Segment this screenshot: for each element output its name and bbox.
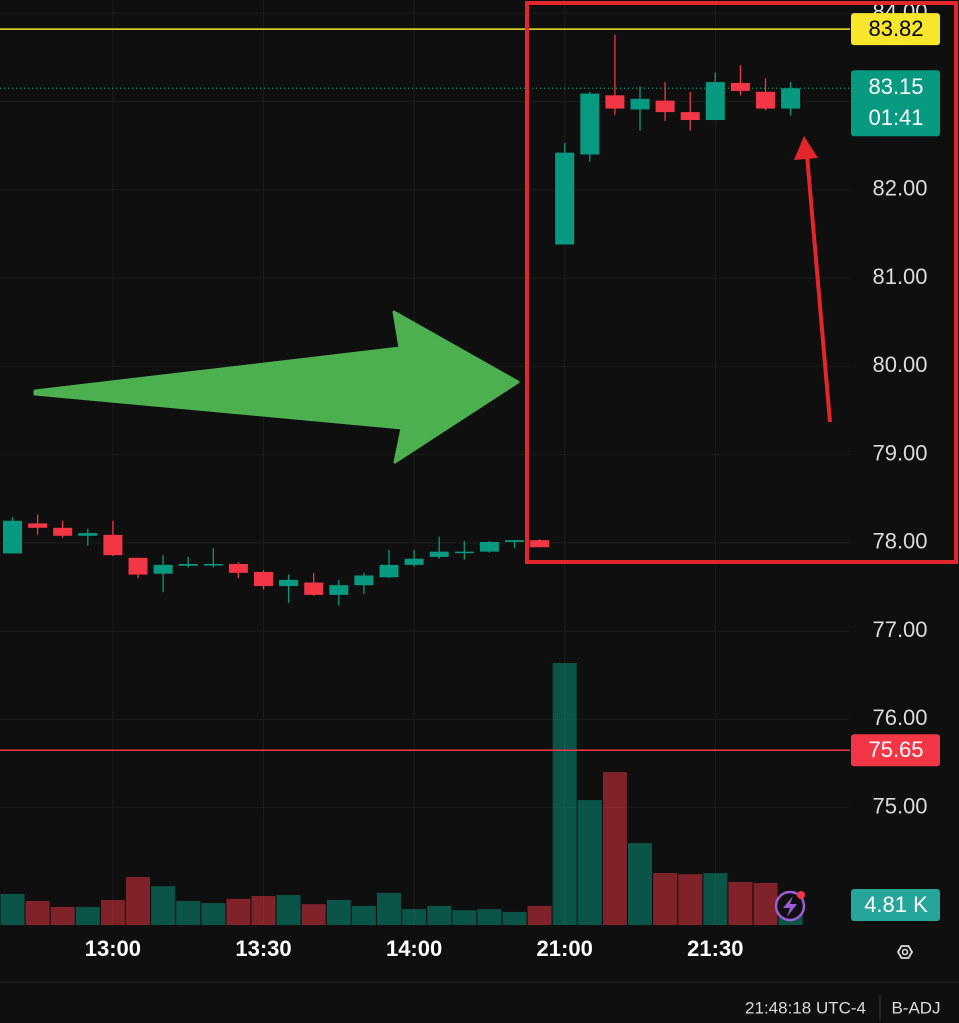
volume-bar [527, 905, 552, 925]
candle-body [730, 82, 750, 91]
candle-body [178, 564, 198, 566]
volume-bar [226, 898, 251, 925]
volume-tag [851, 889, 940, 922]
volume-bar [100, 899, 125, 925]
last-price-tag [851, 70, 940, 137]
candle-body [705, 82, 725, 121]
volume-bar [728, 881, 753, 925]
candle-body [304, 582, 324, 595]
x-tick-label: 21:00 [537, 936, 593, 961]
y-tick-label: 79.00 [872, 440, 927, 465]
volume-bar [502, 911, 527, 925]
status-adjustment[interactable]: B-ADJ [891, 998, 940, 1017]
settings-icon[interactable] [896, 945, 914, 959]
candle-body [103, 534, 123, 556]
candle-body [279, 579, 299, 587]
price-tag-label: 83.82 [868, 16, 923, 41]
volume-bar [75, 906, 100, 925]
volume-bar [176, 900, 201, 925]
candle-body [28, 523, 48, 528]
highlight-box [525, 1, 958, 564]
y-tick-label: 80.00 [872, 352, 927, 377]
alert-icon[interactable] [774, 890, 806, 922]
countdown-label: 01:41 [868, 105, 923, 130]
candle-body [78, 533, 98, 536]
volume-bar [126, 876, 150, 925]
x-tick-label: 13:30 [235, 936, 291, 961]
candle-body [404, 558, 424, 565]
y-tick-label: 75.00 [872, 793, 927, 818]
candle-body [53, 527, 73, 536]
candle-body [354, 575, 374, 586]
candle-body [429, 551, 449, 557]
volume-bar [201, 903, 226, 925]
volume-bar [602, 772, 627, 925]
y-tick-label: 77.00 [872, 617, 927, 642]
candle-body [580, 93, 600, 155]
candle-body [3, 520, 22, 554]
candle-body [530, 540, 550, 548]
red-arrow-head [794, 136, 818, 160]
candle-body [756, 91, 775, 109]
green-arrow [33, 310, 520, 464]
volume-bar [753, 882, 778, 925]
volume-bar [251, 896, 276, 925]
red-arrow-shaft [805, 154, 832, 423]
y-tick-label: 76.00 [872, 705, 927, 730]
candle-body [630, 98, 650, 110]
volume-bar [25, 900, 50, 925]
volume-bar [427, 905, 452, 925]
volume-bar [577, 800, 602, 925]
candle-body [605, 95, 625, 109]
volume-bar [301, 904, 326, 925]
candle-body [228, 564, 248, 573]
volume-bar [351, 905, 376, 925]
volume-bar [678, 874, 703, 925]
candle-body [655, 100, 675, 113]
y-tick-label: 82.00 [872, 176, 927, 201]
candle-body [153, 564, 173, 574]
volume-bar [452, 910, 477, 925]
volume-tag-label: 4.81 K [864, 892, 928, 917]
y-tick-label: 78.00 [872, 529, 927, 554]
candle-body [555, 152, 575, 245]
price-tag [851, 13, 940, 46]
volume-bar [402, 909, 427, 925]
x-tick-label: 14:00 [386, 936, 442, 961]
price-tag [851, 734, 940, 767]
candle-body [781, 88, 801, 109]
volume-bar [326, 899, 351, 925]
volume-bar [653, 873, 678, 925]
candle-body [680, 112, 700, 121]
volume-bar [151, 886, 176, 925]
volume-bar [552, 663, 577, 925]
candle-body [505, 540, 524, 542]
y-tick-label: 81.00 [872, 264, 927, 289]
volume-bar [703, 873, 728, 925]
volume-bar [377, 892, 401, 925]
status-time[interactable]: 21:48:18 UTC-4 [745, 998, 866, 1017]
price-tag-label: 75.65 [868, 737, 923, 762]
x-tick-label: 21:30 [687, 936, 743, 961]
candle-body [454, 551, 474, 554]
volume-bar [628, 843, 652, 925]
candle-body [128, 557, 148, 575]
candle-body [379, 564, 399, 578]
last-price-label: 83.15 [868, 74, 923, 99]
volume-bar [50, 906, 75, 925]
candle-body [479, 541, 499, 552]
candle-body [329, 585, 349, 595]
candle-body [254, 571, 273, 587]
x-tick-label: 13:00 [85, 936, 141, 961]
volume-bar [477, 909, 502, 925]
volume-bar [276, 894, 301, 925]
volume-bar [0, 893, 25, 925]
candle-body [203, 564, 223, 566]
